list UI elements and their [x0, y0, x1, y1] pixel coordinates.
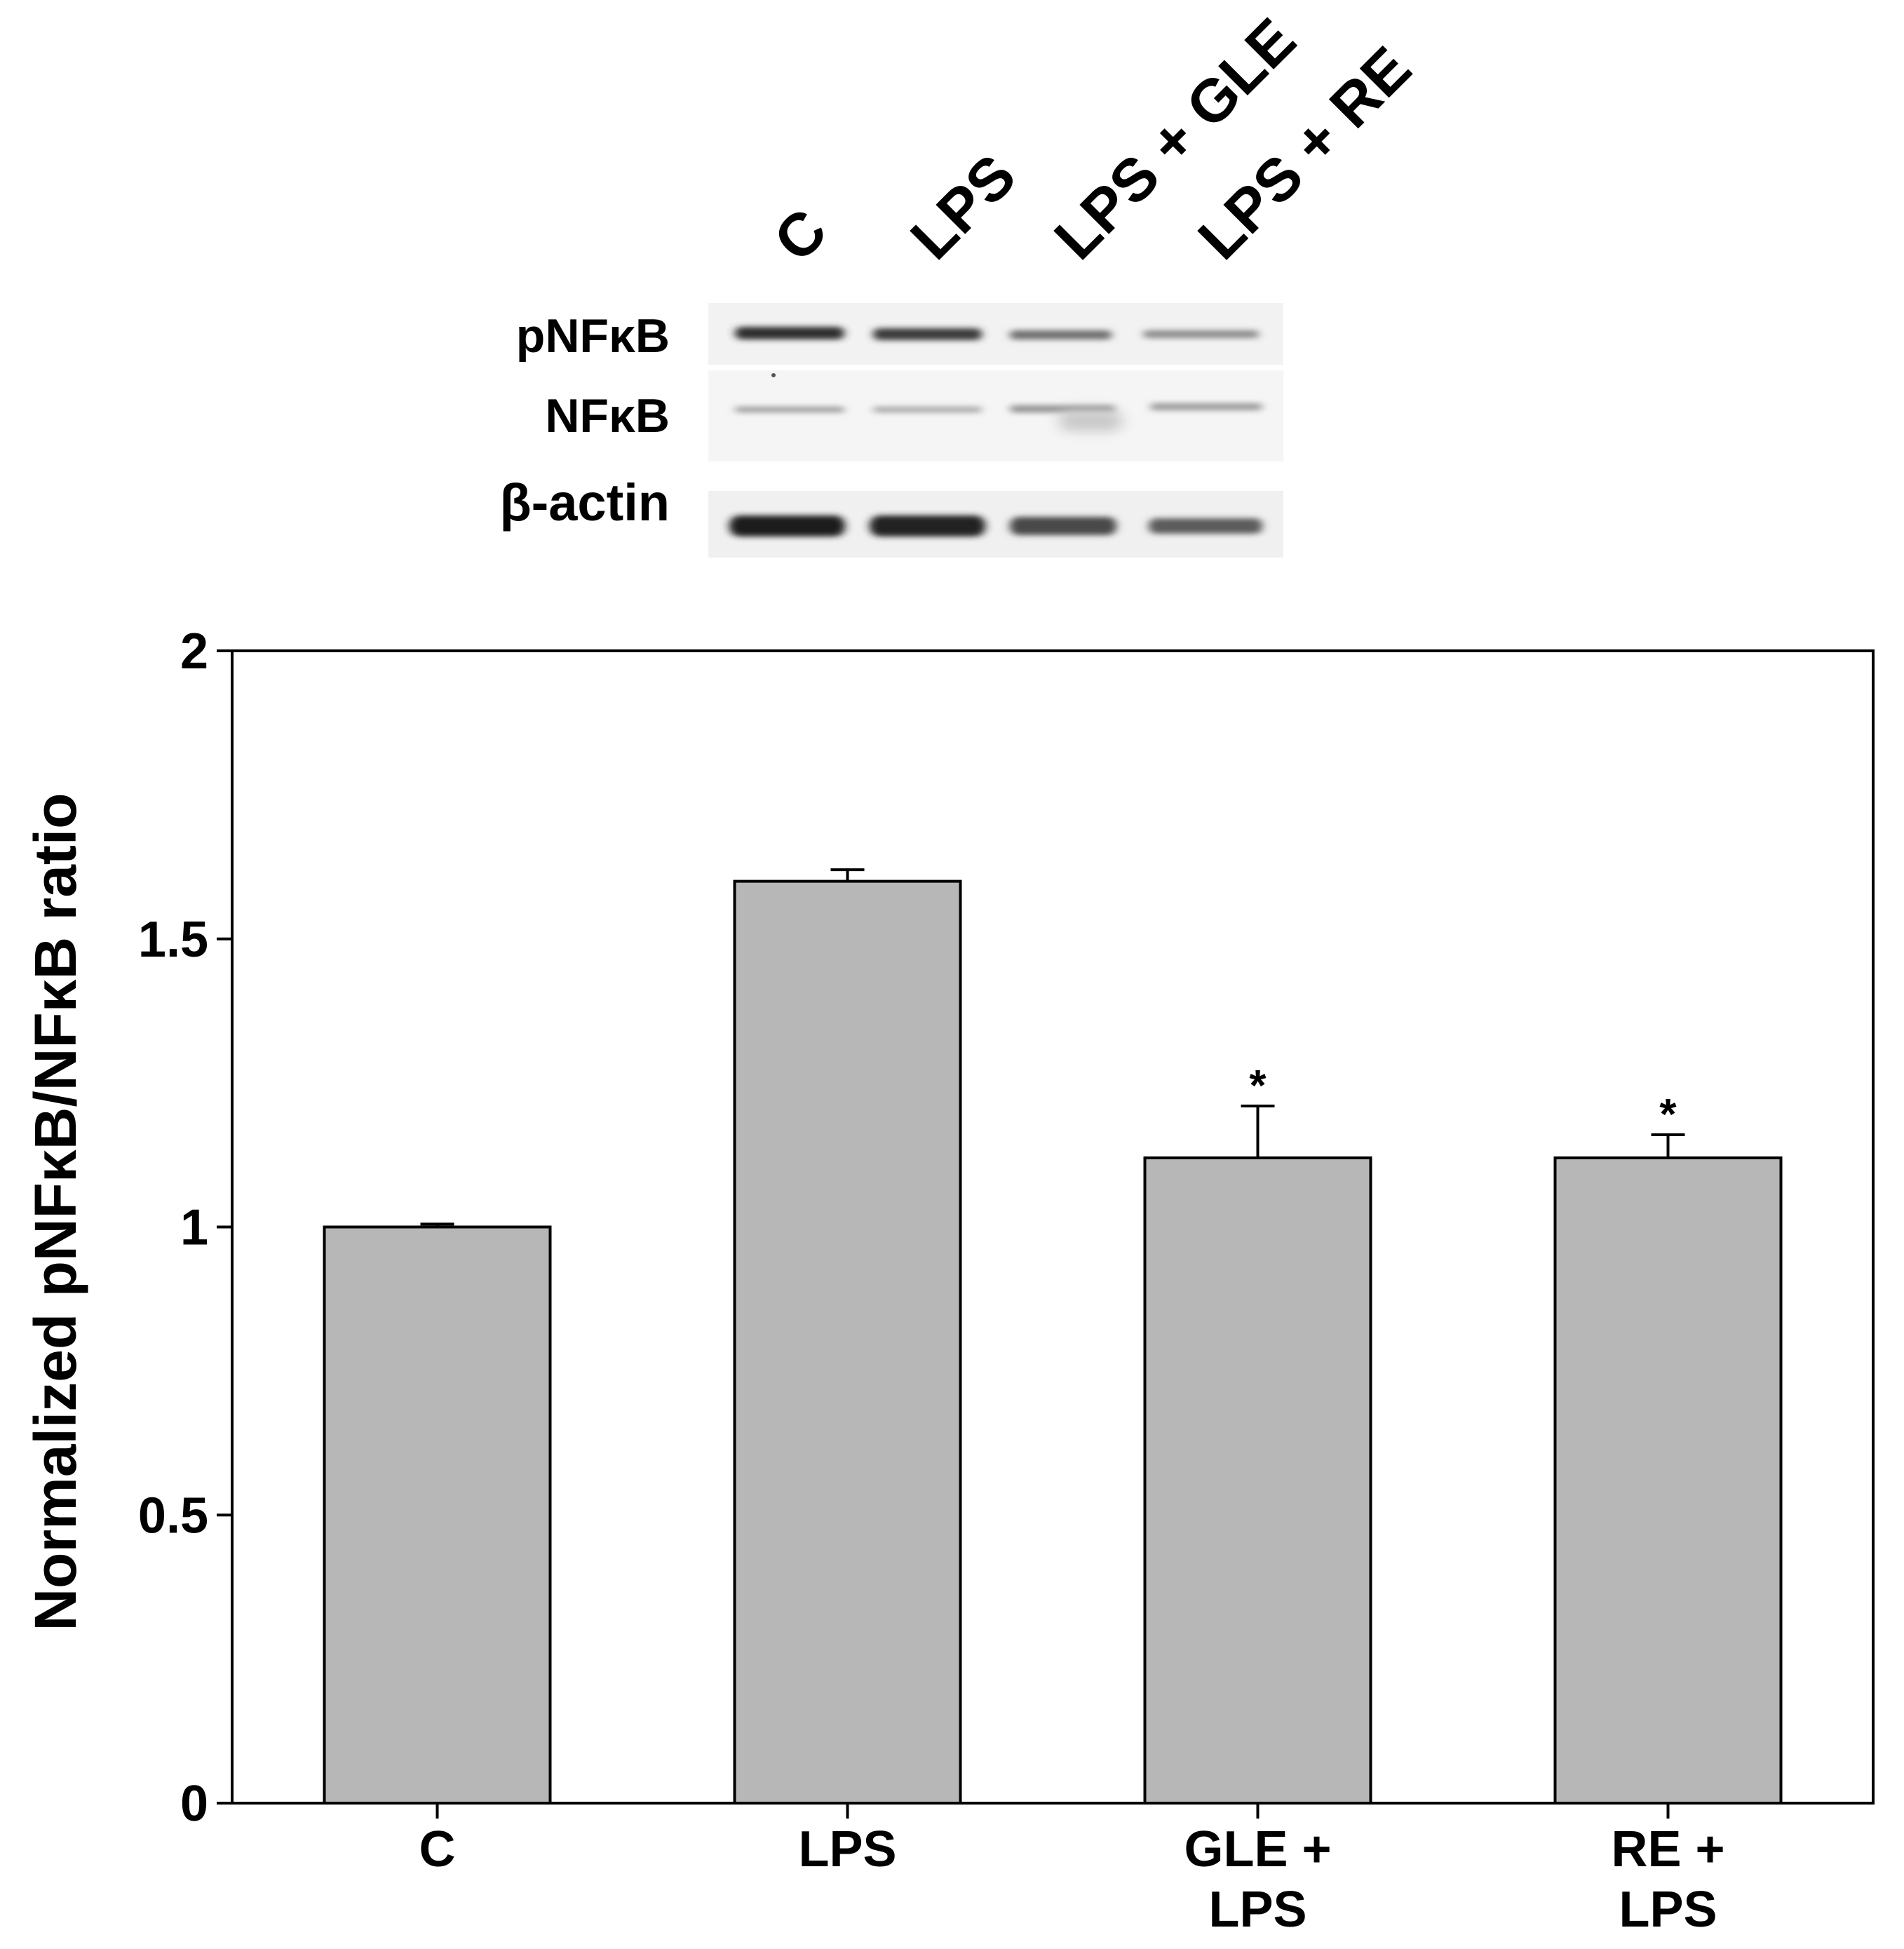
- y-tick-label: 1.5: [138, 912, 208, 968]
- bar: [323, 1225, 552, 1805]
- row-label-pnfkb: pNFκB: [516, 309, 670, 363]
- band-pnfkb-lane3: [1010, 330, 1112, 339]
- bar: [1143, 1156, 1372, 1805]
- blot-strip-pnfkb: [708, 303, 1283, 365]
- bars: **: [323, 868, 1783, 1805]
- row-label-beta-actin: β-actin: [499, 473, 670, 532]
- y-axis-label: Normalized pNFκB/NFκB ratio: [22, 793, 88, 1631]
- y-tick-label: 0: [180, 1776, 208, 1832]
- x-tick-label: C: [419, 1821, 456, 1877]
- bar: [1553, 1156, 1783, 1805]
- band-actin-lane2: [870, 515, 985, 537]
- lane-label-lps: LPS: [898, 142, 1029, 272]
- band-nfkb-lane1: [735, 407, 844, 412]
- x-tick-label: LPS: [1208, 1882, 1307, 1938]
- significance-mark: *: [1659, 1091, 1677, 1139]
- row-label-nfkb: NFκB: [545, 389, 670, 443]
- x-tick-label: LPS: [798, 1821, 896, 1877]
- band-actin-lane3: [1010, 517, 1116, 535]
- lane-labels: C LPS LPS + GLE LPS + RE: [762, 6, 1424, 274]
- row-labels: pNFκB NFκB β-actin: [499, 309, 670, 532]
- bar: [733, 879, 962, 1805]
- y-tick-label: 0.5: [138, 1488, 208, 1544]
- blot-strip-nfkb: [708, 370, 1283, 461]
- band-pnfkb-lane2: [873, 328, 982, 340]
- band-nfkb-lane4: [1150, 403, 1262, 410]
- western-blot: C LPS LPS + GLE LPS + RE pNFκB NFκB β-ac…: [499, 6, 1424, 558]
- band-actin-lane1: [729, 515, 845, 537]
- band-actin-lane4: [1149, 518, 1262, 534]
- x-tick-label: GLE +: [1184, 1821, 1331, 1877]
- significance-mark: *: [1249, 1062, 1267, 1110]
- lane-label-c: C: [762, 196, 840, 275]
- x-tick-label: RE +: [1611, 1821, 1724, 1877]
- x-tick-label: LPS: [1619, 1882, 1717, 1938]
- band-nfkb-lane2: [873, 407, 982, 412]
- y-tick-label: 2: [180, 623, 208, 680]
- y-tick-label: 1: [180, 1200, 208, 1256]
- y-axis: 0 0.5 1 1.5 2: [138, 623, 232, 1832]
- blot-strip-beta-actin: [708, 491, 1283, 558]
- band-pnfkb-lane4: [1143, 330, 1259, 338]
- band-pnfkb-lane1: [735, 327, 844, 339]
